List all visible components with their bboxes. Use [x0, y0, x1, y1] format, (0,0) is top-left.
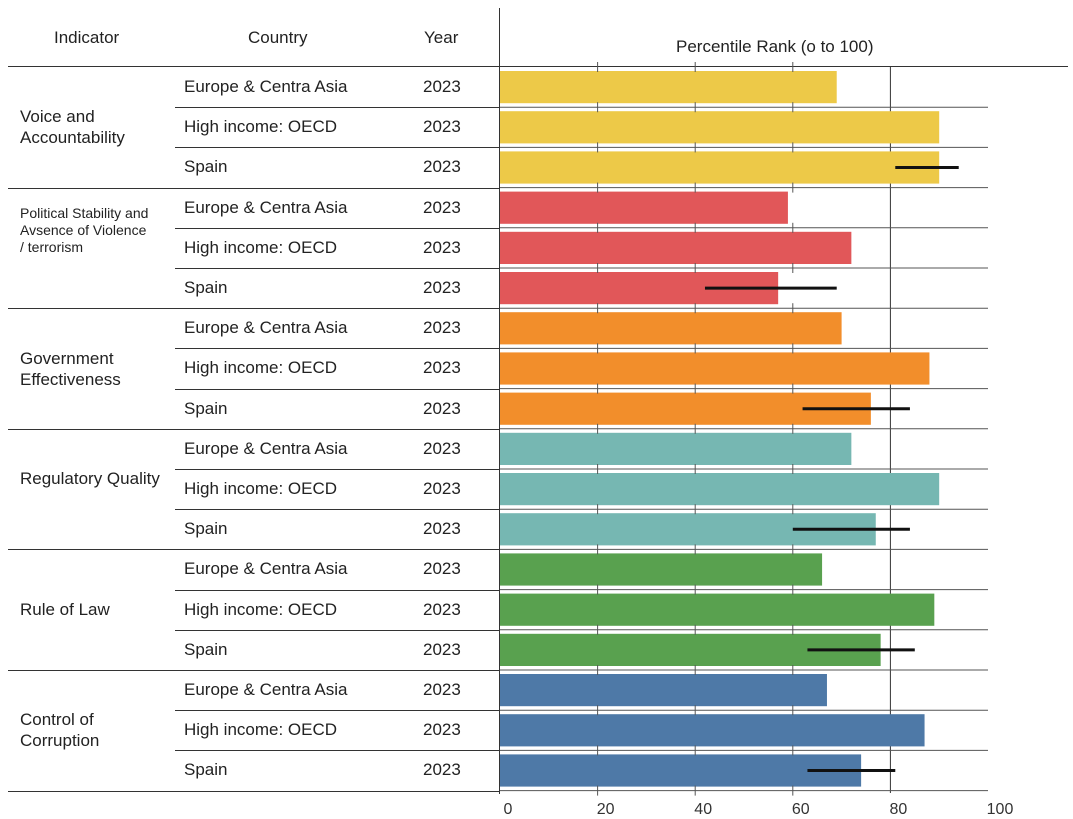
country-cell: Spain — [184, 760, 228, 780]
bar — [500, 312, 842, 345]
country-cell: High income: OECD — [184, 599, 338, 619]
year-cell: 2023 — [423, 358, 461, 378]
group-divider — [8, 308, 500, 310]
country-cell: High income: OECD — [184, 358, 338, 378]
indicator-label: Government Effectiveness — [20, 348, 121, 389]
indicator-label: Voice and Accountability — [20, 107, 125, 148]
year-cell: 2023 — [423, 599, 461, 619]
year-cell: 2023 — [423, 760, 461, 780]
year-cell: 2023 — [423, 278, 461, 297]
group-divider — [8, 187, 500, 189]
row-divider — [175, 107, 500, 109]
country-cell: Spain — [184, 639, 228, 659]
year-cell: 2023 — [423, 519, 461, 539]
year-cell: 2023 — [423, 559, 461, 579]
row-divider — [175, 147, 500, 149]
group-divider — [8, 670, 500, 671]
bar — [500, 714, 925, 747]
year-cell: 2023 — [423, 117, 461, 137]
x-tick-label: 20 — [597, 801, 615, 818]
bar — [500, 553, 823, 586]
group-divider — [8, 790, 500, 792]
bar — [500, 71, 837, 104]
x-tick-label: 80 — [890, 801, 908, 818]
header-indicator: Indicator — [54, 28, 120, 47]
bar — [500, 191, 788, 224]
country-cell: High income: OECD — [184, 479, 338, 498]
year-cell: 2023 — [423, 720, 461, 740]
x-tick-label: 40 — [694, 801, 712, 818]
row-divider — [175, 388, 500, 390]
chart-header-divider — [500, 66, 1068, 67]
header-country: Country — [248, 28, 308, 47]
country-cell: Spain — [184, 519, 228, 539]
year-cell: 2023 — [423, 77, 461, 96]
chart-left-border — [499, 8, 500, 794]
year-cell: 2023 — [423, 318, 461, 338]
country-cell: High income: OECD — [184, 237, 338, 257]
year-cell: 2023 — [423, 639, 461, 659]
bar — [500, 231, 852, 264]
row-divider — [175, 469, 500, 470]
bar — [500, 473, 940, 506]
indicator-label: Control of Corruption — [20, 710, 100, 751]
group-divider — [8, 549, 500, 551]
country-cell: Spain — [184, 278, 228, 297]
row-divider — [175, 629, 500, 631]
x-tick-label: 60 — [792, 801, 810, 818]
bar — [500, 593, 935, 626]
row-divider — [175, 227, 500, 229]
country-cell: Europe & Centra Asia — [184, 318, 348, 338]
x-tick-label: 0 — [504, 801, 513, 818]
country-cell: Spain — [184, 157, 228, 177]
row-divider — [175, 750, 500, 752]
year-cell: 2023 — [423, 398, 461, 418]
bar — [500, 151, 940, 184]
year-cell: 2023 — [423, 157, 461, 177]
x-tick-label: 100 — [987, 801, 1014, 818]
group-divider — [8, 428, 500, 430]
country-cell: Europe & Centra Asia — [184, 438, 348, 458]
year-cell: 2023 — [423, 438, 461, 458]
year-cell: 2023 — [423, 237, 461, 257]
header-year: Year — [424, 28, 459, 47]
row-divider — [175, 509, 500, 511]
year-cell: 2023 — [423, 197, 461, 217]
bar — [500, 432, 852, 465]
country-cell: Europe & Centra Asia — [184, 77, 348, 96]
header-divider — [8, 66, 500, 67]
row-divider — [175, 268, 500, 269]
row-divider — [175, 710, 500, 712]
chart-title: Percentile Rank (o to 100) — [676, 37, 874, 56]
bar — [500, 754, 862, 787]
bar — [500, 674, 827, 707]
year-cell: 2023 — [423, 680, 461, 699]
country-cell: Spain — [184, 398, 228, 418]
indicator-label: Regulatory Quality — [20, 469, 160, 489]
year-cell: 2023 — [423, 479, 461, 498]
indicator-label: Rule of Law — [20, 600, 110, 620]
country-cell: High income: OECD — [184, 720, 338, 740]
country-cell: Europe & Centra Asia — [184, 197, 348, 217]
country-cell: Europe & Centra Asia — [184, 559, 348, 579]
bar — [500, 111, 940, 144]
bar — [500, 352, 930, 385]
country-cell: High income: OECD — [184, 117, 338, 137]
indicator-label: Political Stability and Avsence of Viole… — [20, 205, 149, 256]
row-divider — [175, 589, 500, 591]
country-cell: Europe & Centra Asia — [184, 680, 348, 699]
row-divider — [175, 348, 500, 350]
